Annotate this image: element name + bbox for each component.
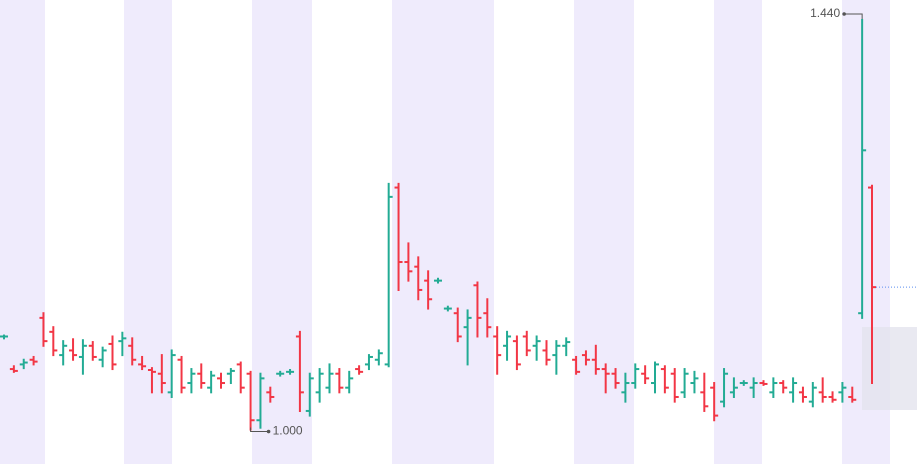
low-pointer [250,427,269,433]
high-label: 1.440 [810,6,840,20]
low-dot [266,429,271,434]
low-label: 1.000 [273,424,303,438]
session-band [0,0,45,464]
session-band [714,0,762,464]
session-band [574,0,634,464]
session-band [392,0,494,464]
session-band [124,0,172,464]
high-dot [842,12,846,16]
scale-overlay [862,327,917,410]
high-pointer [844,13,863,20]
session-band [252,0,312,464]
